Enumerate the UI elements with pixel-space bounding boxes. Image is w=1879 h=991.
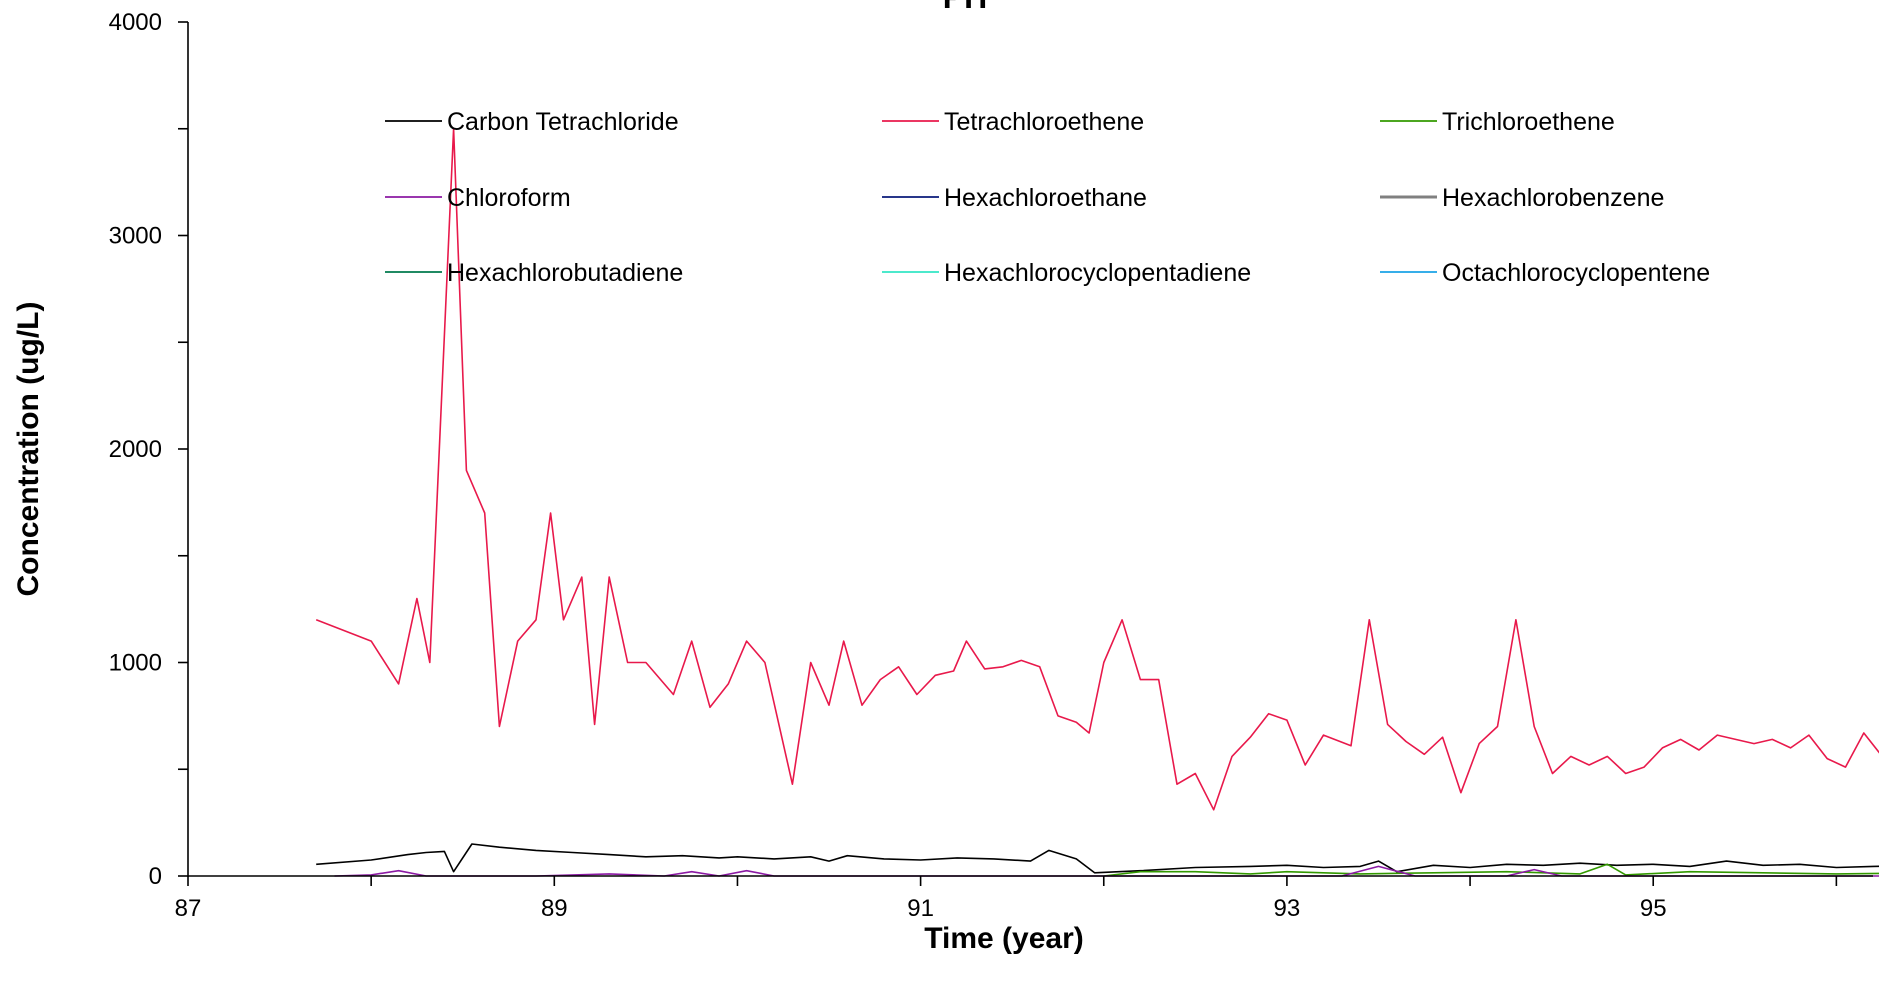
x-tick-label: 93: [1274, 895, 1301, 922]
x-tick-label: 87: [175, 895, 202, 922]
legend-label: Chloroform: [447, 184, 571, 212]
y-tick-label: 3000: [109, 223, 162, 250]
legend-label: Hexachloroethane: [944, 184, 1147, 212]
y-tick-label: 0: [149, 863, 162, 890]
x-tick-label: 91: [907, 895, 934, 922]
y-tick-label: 4000: [109, 9, 162, 36]
legend-label: Hexachlorobenzene: [1442, 184, 1664, 212]
chart-title: PH: [943, 0, 987, 15]
x-axis-title: Time (year): [924, 922, 1084, 955]
legend-label: Tetrachloroethene: [944, 108, 1144, 136]
legend-label: Hexachlorocyclopentadiene: [944, 259, 1251, 287]
y-tick-label: 2000: [109, 436, 162, 463]
legend-label: Hexachlorobutadiene: [447, 259, 683, 287]
x-tick-label: 95: [1640, 895, 1667, 922]
legend-label: Trichloroethene: [1442, 108, 1615, 136]
y-axis-title: Concentration (ug/L): [12, 302, 45, 597]
x-tick-label: 89: [541, 895, 568, 922]
legend-label: Carbon Tetrachloride: [447, 108, 679, 136]
legend-label: Octachlorocyclopentene: [1442, 259, 1710, 287]
y-tick-label: 1000: [109, 650, 162, 677]
